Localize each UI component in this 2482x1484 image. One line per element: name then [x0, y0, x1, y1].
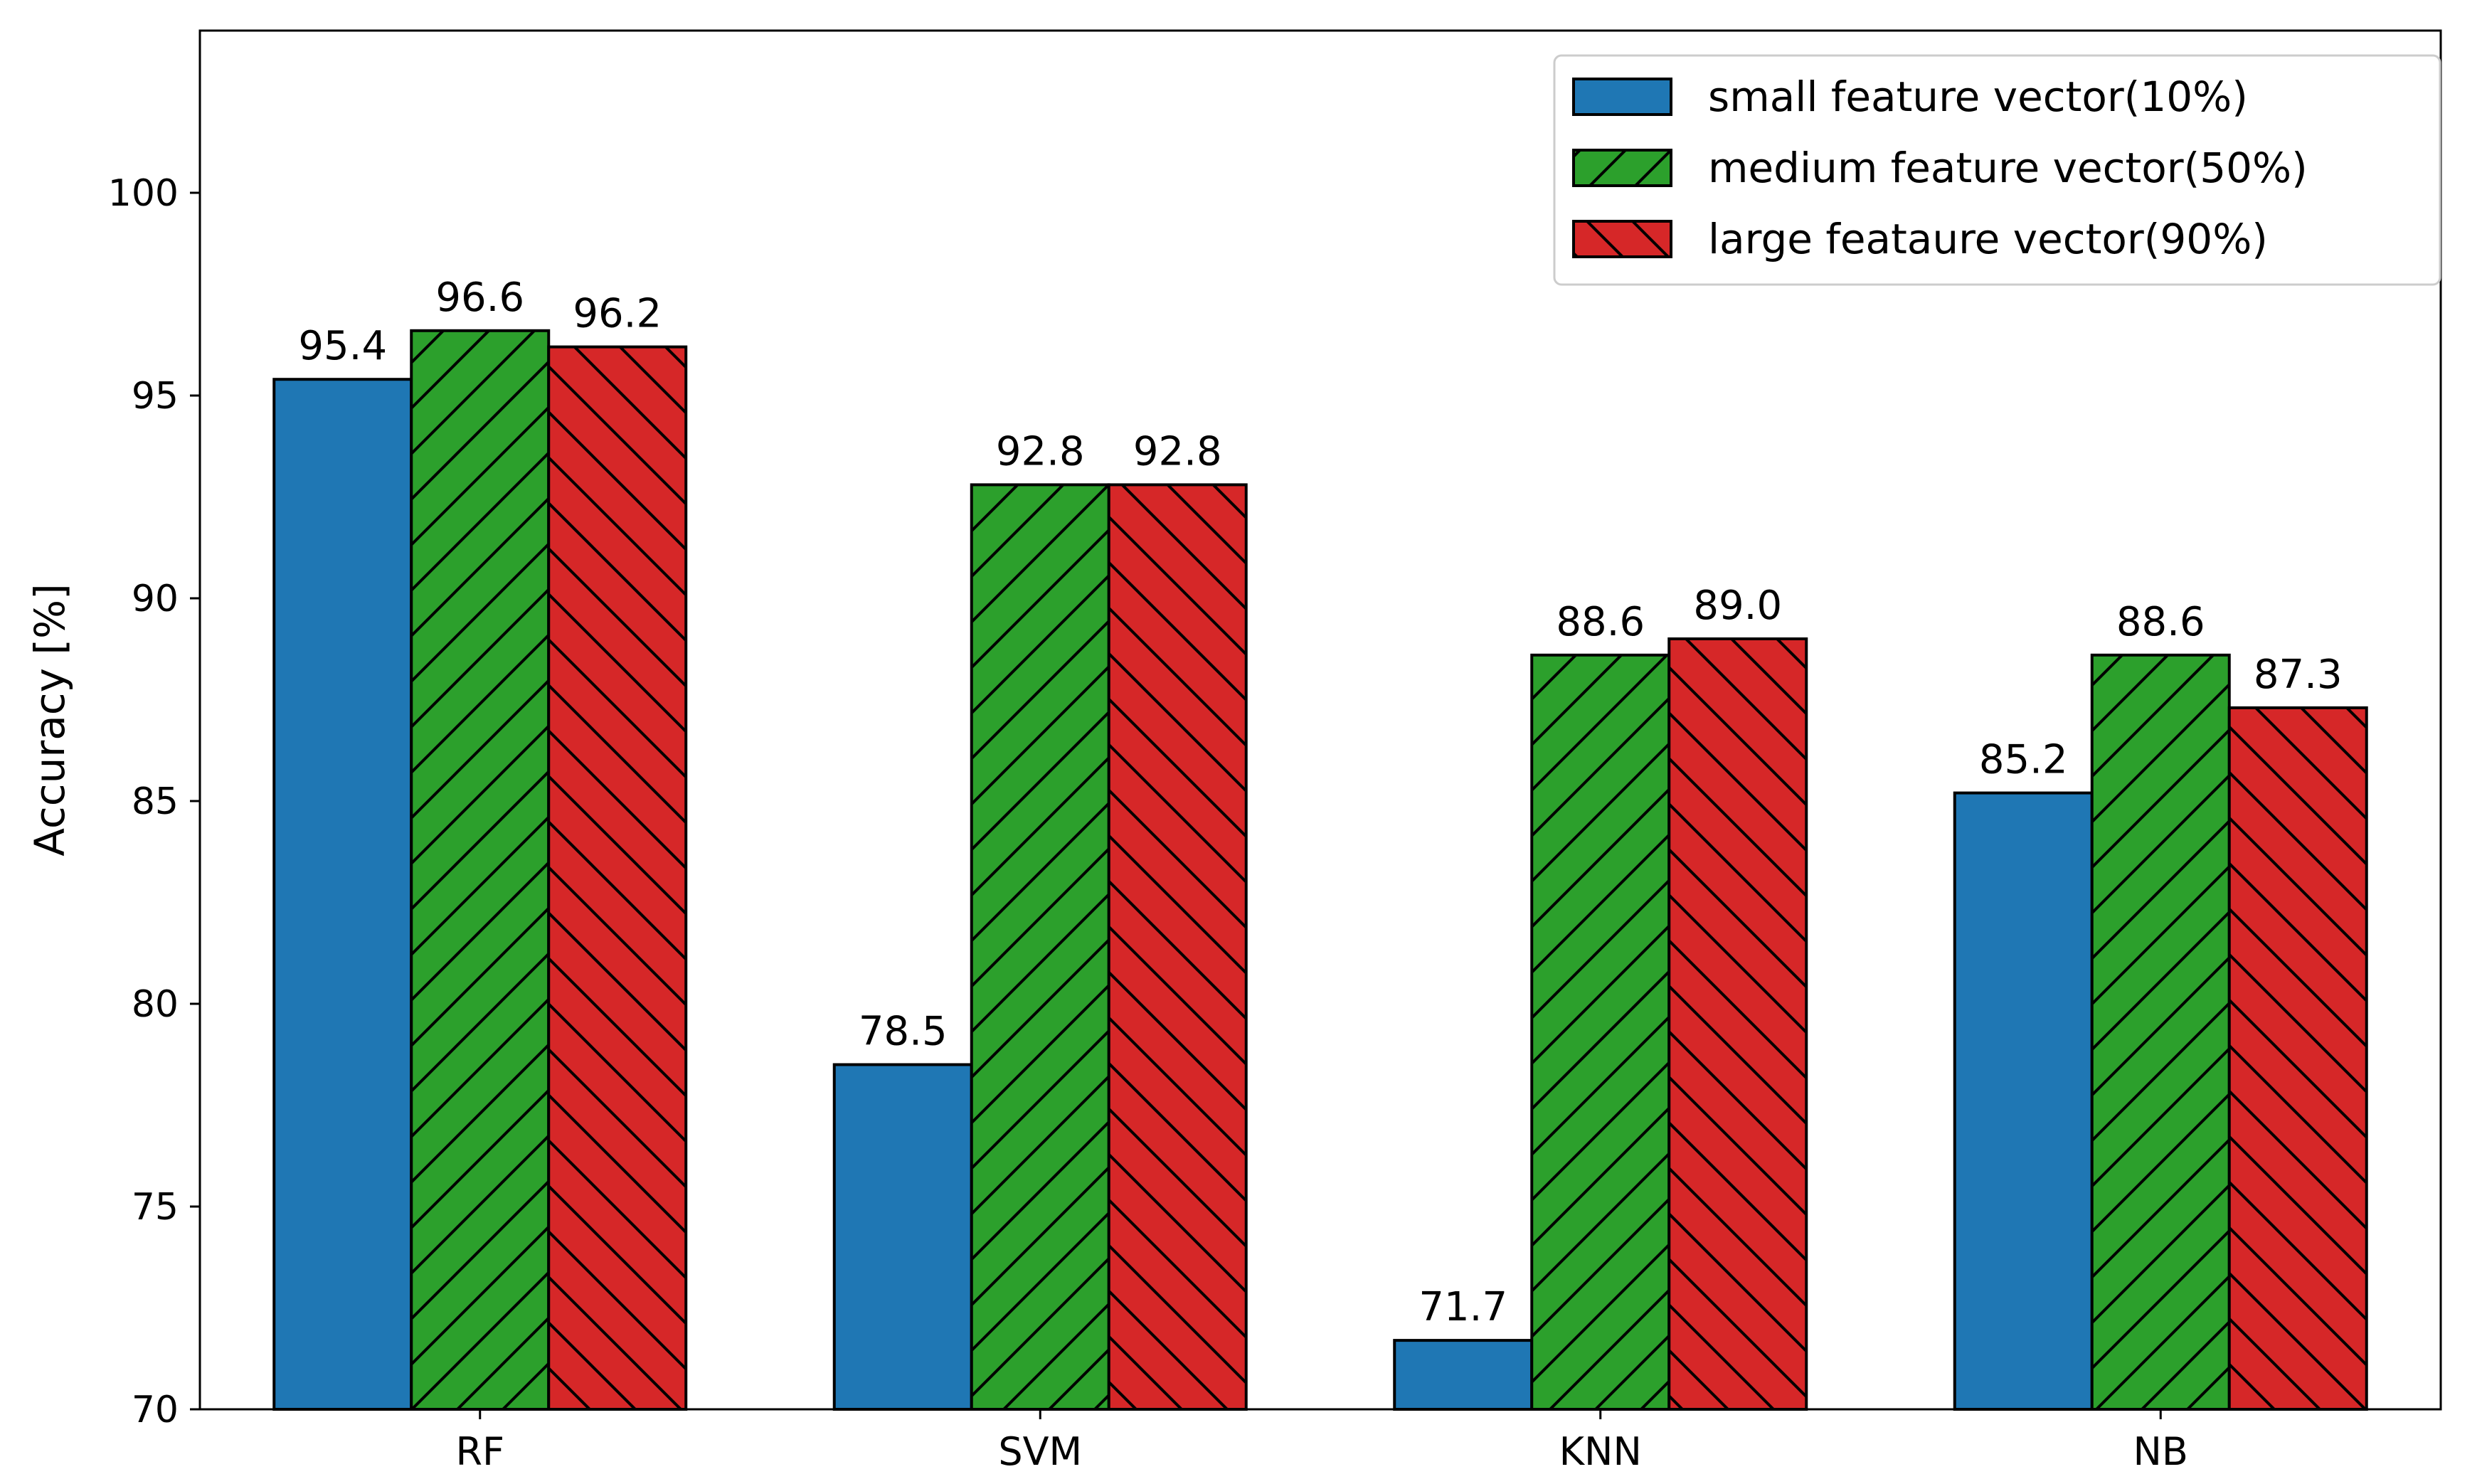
value-label: 88.6 [2116, 599, 2205, 645]
value-label: 78.5 [859, 1009, 948, 1055]
value-labels-layer: 95.4 96.6 96.2 78.5 92.8 92.8 71.7 88.6 89.0 85.2… [298, 275, 2342, 1330]
y-tick-label: 100 [108, 172, 179, 215]
bar-hatch-rf-medium [411, 330, 549, 1409]
x-tick-label: KNN [1559, 1429, 1642, 1474]
bar-hatch-nb-large [2229, 707, 2367, 1409]
x-tick-label: RF [455, 1429, 504, 1474]
value-label: 85.2 [1979, 737, 2068, 783]
value-label: 96.6 [435, 275, 524, 321]
value-label: 92.8 [996, 428, 1085, 475]
value-label: 88.6 [1556, 599, 1645, 645]
legend-swatch-small [1574, 79, 1671, 115]
legend-swatch-hatch-medium [1574, 150, 1671, 186]
value-label: 92.8 [1133, 428, 1222, 475]
y-axis-label: Accuracy [%] [26, 583, 74, 857]
axes-layer: RF SVM KNN NB 70 75 80 85 90 95 100 Accuracy [%] [26, 172, 2188, 1474]
legend-label-large: large feataure vector(90%) [1708, 215, 2268, 263]
legend: small feature vector(10%) medium feature … [1553, 54, 2441, 286]
y-tick-label: 95 [132, 375, 179, 418]
bar-hatch-knn-medium [1532, 654, 1670, 1409]
bar-rf-small [274, 379, 412, 1410]
value-label: 87.3 [2254, 652, 2343, 698]
bar-nb-small [1954, 793, 2092, 1409]
y-tick-label: 75 [132, 1186, 179, 1229]
y-tick-label: 90 [132, 578, 179, 620]
y-tick-label: 70 [132, 1389, 179, 1431]
legend-frame [1553, 54, 2441, 286]
bar-svm-small [834, 1064, 972, 1409]
value-label: 71.7 [1418, 1284, 1507, 1330]
bars-layer [272, 329, 2368, 1411]
y-tick-label: 80 [132, 983, 179, 1026]
plot-frame [198, 29, 2442, 1411]
bar-hatch-svm-large [1108, 484, 1246, 1409]
bar-hatch-svm-medium [971, 484, 1109, 1409]
legend-label-medium: medium feature vector(50%) [1708, 144, 2308, 192]
legend-swatch-outline-small [1572, 78, 1672, 116]
value-label: 95.4 [298, 323, 387, 369]
legend-swatch-outline-medium [1572, 149, 1672, 187]
bar-hatch-knn-large [1669, 639, 1807, 1409]
value-label: 89.0 [1693, 583, 1782, 629]
legend-label-small: small feature vector(10%) [1708, 73, 2248, 121]
bar-hatch-rf-large [548, 346, 686, 1410]
y-tick-label: 85 [132, 780, 179, 823]
value-label: 96.2 [573, 291, 662, 337]
legend-swatch-hatch-large [1574, 221, 1671, 257]
x-tick-label: NB [2133, 1429, 2188, 1474]
bar-hatch-nb-medium [2091, 654, 2229, 1409]
x-tick-label: SVM [998, 1429, 1082, 1474]
bar-knn-small [1394, 1340, 1532, 1409]
legend-swatch-outline-large [1572, 220, 1672, 258]
